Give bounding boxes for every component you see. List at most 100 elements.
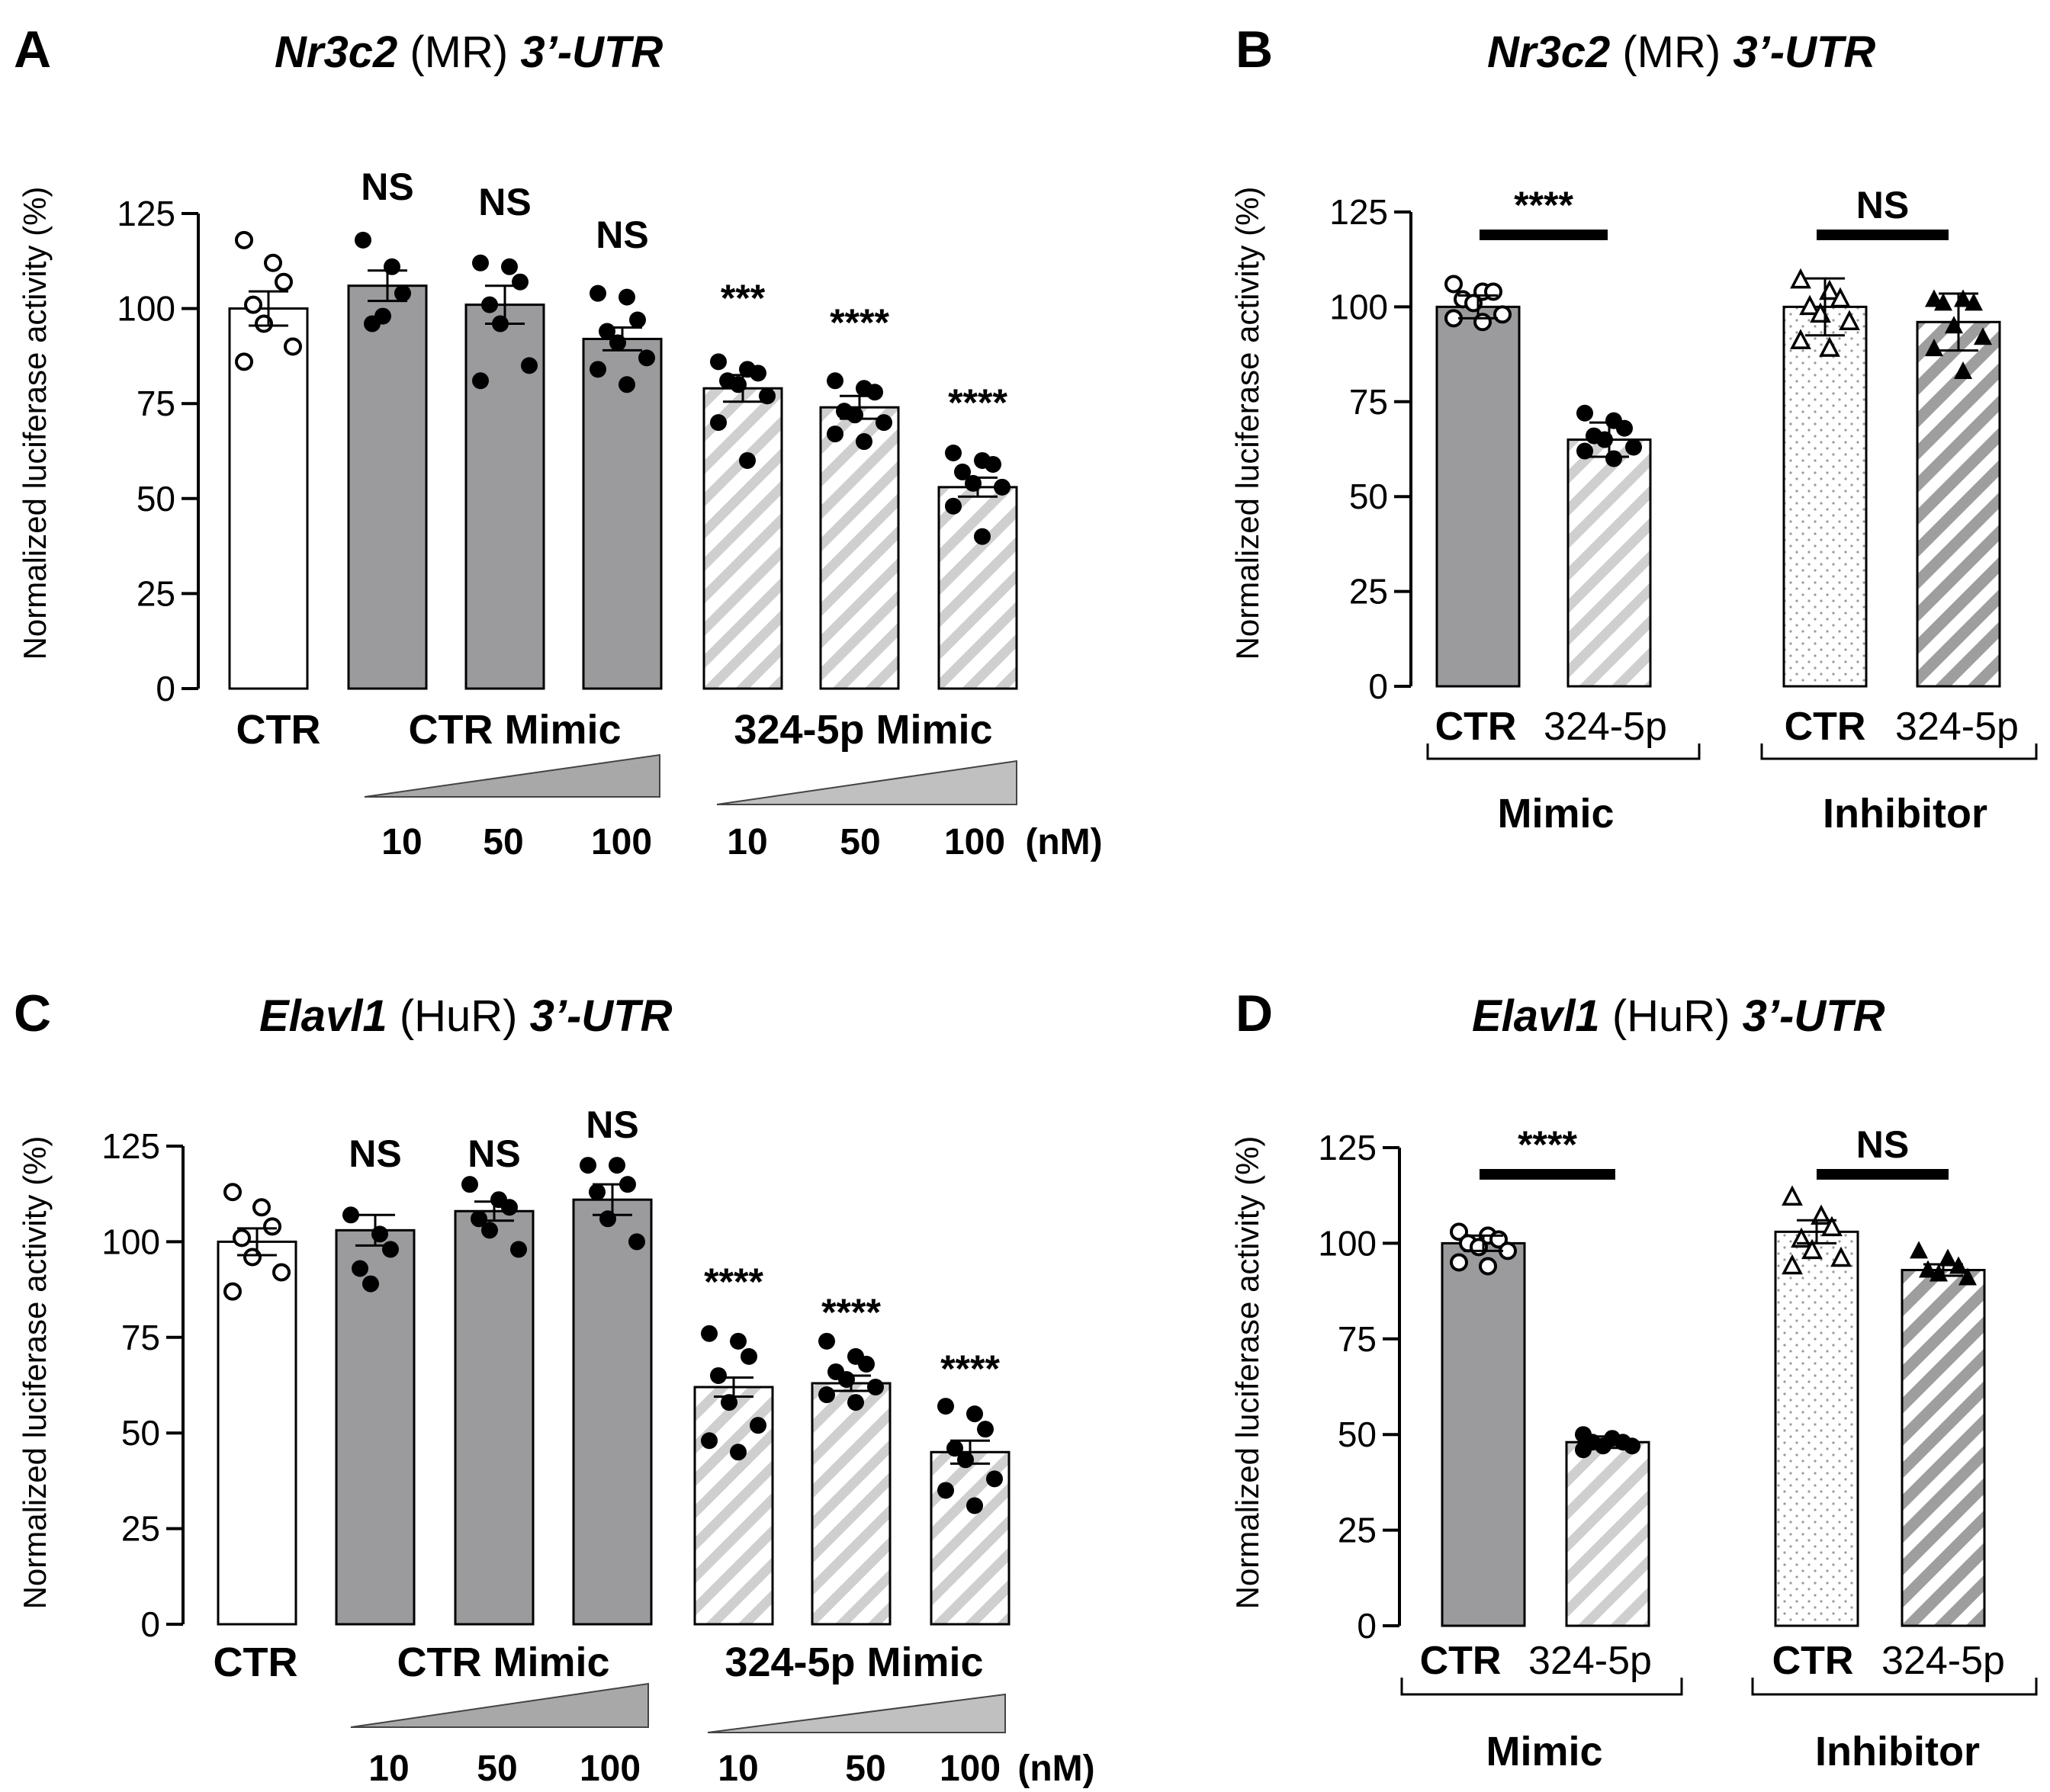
data-point bbox=[580, 1157, 596, 1174]
y-tick-label: 75 bbox=[1349, 382, 1388, 422]
bar-label: CTR bbox=[1420, 1639, 1502, 1683]
data-point bbox=[730, 1332, 747, 1350]
panel-label-d: D bbox=[1235, 984, 1273, 1042]
y-tick-label: 0 bbox=[140, 1604, 160, 1644]
data-point bbox=[946, 1440, 963, 1457]
title-region: 3’-UTR bbox=[520, 27, 663, 77]
data-point bbox=[856, 433, 872, 451]
data-point bbox=[1450, 1253, 1468, 1272]
bar-label: 324-5p bbox=[1881, 1639, 2005, 1683]
title-gene: Nr3c2 bbox=[275, 27, 397, 77]
data-point bbox=[876, 414, 892, 432]
y-tick-label: 50 bbox=[1349, 477, 1388, 516]
data-point bbox=[461, 1176, 478, 1193]
data-point bbox=[1799, 294, 1820, 316]
bar bbox=[228, 307, 309, 690]
data-point bbox=[355, 231, 371, 249]
chart-marks-c: NS NS NS **** **** **** bbox=[217, 1103, 1011, 1626]
title-region: 3’-UTR bbox=[1743, 991, 1885, 1041]
data-point bbox=[710, 414, 727, 432]
data-point bbox=[352, 1260, 368, 1277]
data-point bbox=[866, 384, 883, 401]
axes-a: 0 25 50 75 100 125 bbox=[117, 194, 200, 708]
bar-label: CTR bbox=[1435, 705, 1517, 749]
title-protein: (HuR) bbox=[1612, 991, 1730, 1041]
data-point bbox=[394, 284, 411, 302]
dose-label: 100 bbox=[580, 1749, 641, 1789]
significance-label: **** bbox=[830, 301, 889, 344]
data-point bbox=[1782, 1254, 1803, 1275]
data-point bbox=[628, 1233, 645, 1251]
dose-label: 100 bbox=[591, 822, 652, 862]
data-point bbox=[957, 1451, 974, 1469]
dose-label: 50 bbox=[845, 1749, 885, 1789]
data-point bbox=[371, 1225, 388, 1243]
y-tick-label: 25 bbox=[137, 573, 175, 613]
data-point bbox=[1925, 339, 1943, 357]
data-point bbox=[1595, 1437, 1611, 1455]
dose-label: 50 bbox=[840, 822, 880, 862]
group-label-inhibitor: Inhibitor bbox=[1815, 1729, 1980, 1774]
data-point bbox=[263, 1217, 281, 1236]
group-bracket-inhibitor bbox=[1760, 743, 2038, 760]
bar bbox=[1901, 1269, 1986, 1627]
data-point bbox=[223, 1282, 242, 1301]
y-tick-label: 50 bbox=[1338, 1415, 1377, 1454]
data-point bbox=[1605, 450, 1622, 467]
group-label-inhibitor: Inhibitor bbox=[1823, 791, 1987, 837]
data-point bbox=[759, 387, 776, 405]
data-point bbox=[721, 1394, 737, 1411]
data-point bbox=[619, 376, 635, 393]
y-tick-label: 25 bbox=[1338, 1511, 1377, 1550]
title-region: 3’-UTR bbox=[1733, 27, 1875, 77]
data-point bbox=[233, 1228, 251, 1248]
data-point bbox=[512, 273, 529, 291]
data-point bbox=[629, 311, 646, 329]
panel-c: C Elavl1 (HuR) 3’-UTR Normalized lucifer… bbox=[14, 984, 1095, 1789]
significance-label: NS bbox=[468, 1132, 520, 1175]
panel-label-c: C bbox=[14, 984, 51, 1042]
data-point bbox=[1790, 329, 1811, 349]
y-tick-label: 125 bbox=[1318, 1128, 1377, 1167]
data-point bbox=[867, 1379, 884, 1396]
data-point bbox=[847, 406, 863, 424]
y-tick-label: 25 bbox=[1349, 572, 1388, 612]
data-point bbox=[1839, 310, 1860, 331]
data-point bbox=[501, 258, 518, 275]
group-label-mimic: Mimic bbox=[1497, 791, 1614, 837]
significance-label: NS bbox=[586, 1103, 638, 1146]
data-point bbox=[638, 349, 655, 367]
y-tick-label: 25 bbox=[121, 1509, 160, 1549]
data-point bbox=[1974, 327, 1992, 345]
data-point bbox=[1910, 1241, 1928, 1259]
significance-label: NS bbox=[1856, 1123, 1909, 1166]
x-label-mir-mimic: 324-5p Mimic bbox=[734, 707, 992, 753]
bar bbox=[572, 1198, 653, 1626]
data-point bbox=[384, 258, 400, 275]
data-point bbox=[342, 1206, 359, 1224]
x-label-ctr: CTR bbox=[236, 707, 321, 753]
significance-label: *** bbox=[721, 277, 766, 320]
data-point bbox=[1444, 275, 1463, 294]
data-point bbox=[510, 1241, 527, 1258]
data-point bbox=[994, 478, 1011, 496]
significance-label: NS bbox=[478, 181, 531, 223]
bar bbox=[811, 1382, 892, 1626]
data-point bbox=[481, 296, 498, 313]
data-point bbox=[818, 1332, 835, 1350]
bar-label: 324-5p bbox=[1528, 1639, 1652, 1683]
title-protein: (MR) bbox=[1622, 27, 1721, 77]
data-point bbox=[741, 1347, 757, 1365]
y-axis-label-c: Normalized luciferase activity (%) bbox=[17, 1136, 53, 1610]
y-tick-label: 50 bbox=[121, 1413, 160, 1453]
chart-marks-d: **** NS bbox=[1441, 1123, 1986, 1627]
data-point bbox=[827, 426, 843, 443]
y-axis-label-a: Normalized luciferase activity (%) bbox=[17, 187, 53, 660]
data-point bbox=[710, 1366, 727, 1384]
data-point bbox=[1919, 1260, 1937, 1278]
data-point bbox=[1625, 438, 1642, 456]
data-point bbox=[609, 1157, 625, 1174]
bar bbox=[1916, 320, 2001, 688]
data-point bbox=[1954, 361, 1972, 379]
group-label-mimic: Mimic bbox=[1486, 1729, 1602, 1774]
